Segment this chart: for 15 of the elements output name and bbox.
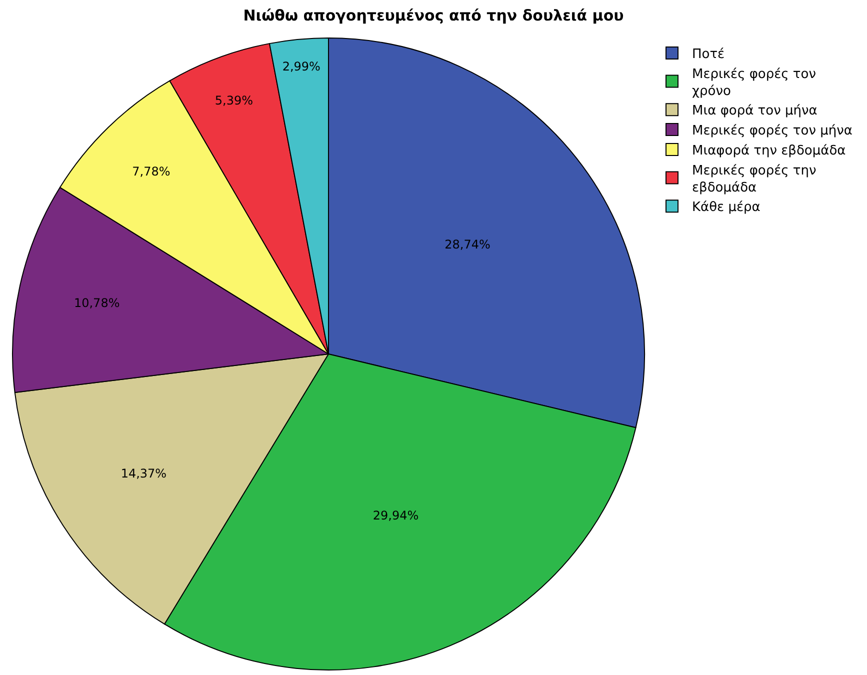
- data-label: 2,99%: [282, 59, 320, 74]
- data-label: 7,78%: [132, 164, 170, 179]
- legend-label: Μερικές φορές την εβδομάδα: [692, 163, 816, 196]
- data-label: 29,94%: [372, 508, 419, 522]
- data-label: 14,37%: [120, 466, 167, 480]
- legend-label: Ποτέ: [692, 47, 725, 62]
- legend-label: Κάθε μέρα: [692, 200, 760, 216]
- data-label: 5,39%: [214, 94, 253, 108]
- legend-label: Μερικές φορές τον χρόνο: [692, 66, 816, 99]
- chart-title: Νιώθω απογοητευμένος από την δουλειά μου: [243, 6, 624, 25]
- legend-label: Μερικές φορές τον μήνα: [692, 124, 852, 139]
- data-label: 28,74%: [444, 237, 490, 252]
- legend-label: Μιαφορά την εβδομάδα: [692, 144, 846, 159]
- data-label: 10,78%: [74, 296, 120, 310]
- legend-label: Μια φορά τον μήνα: [692, 104, 818, 119]
